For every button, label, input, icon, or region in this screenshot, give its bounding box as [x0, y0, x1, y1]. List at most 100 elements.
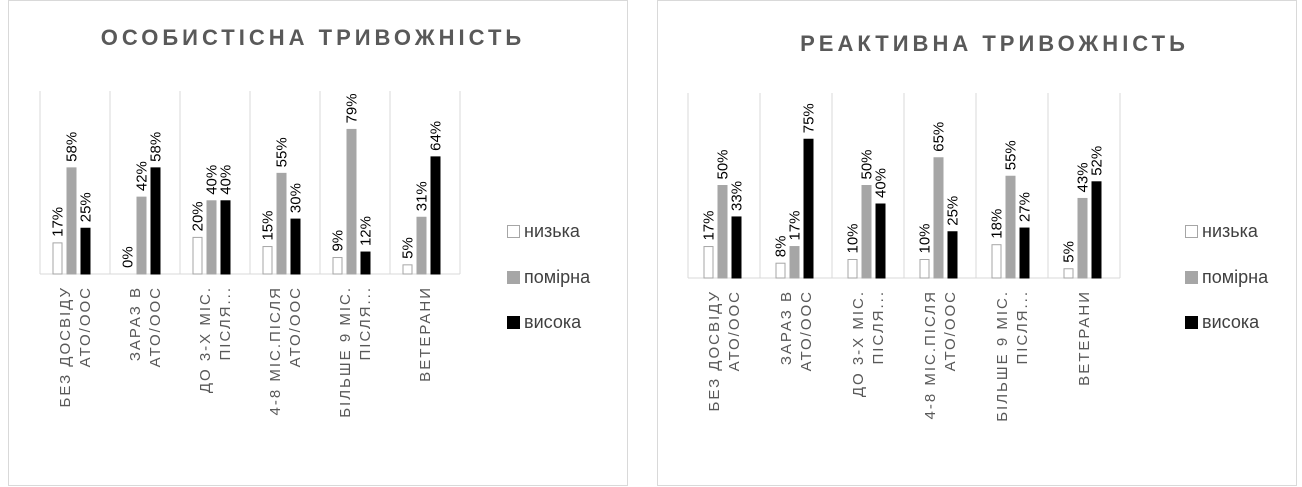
bar-high — [803, 138, 814, 279]
category-tick-label: АТО/ООС — [942, 290, 959, 371]
category-tick-label: ПІСЛЯ... — [870, 290, 887, 364]
data-label: 33% — [729, 181, 746, 211]
bar-high — [947, 231, 958, 279]
data-label: 10% — [845, 223, 862, 253]
data-label: 8% — [773, 236, 790, 258]
bar-moderate — [136, 196, 147, 275]
bar-low — [402, 264, 413, 275]
data-label: 75% — [801, 103, 818, 133]
bar-low — [52, 242, 63, 275]
bar-moderate — [1077, 197, 1088, 279]
bar-low — [847, 259, 858, 279]
data-label: 30% — [288, 183, 305, 213]
bar-low — [1063, 268, 1074, 279]
legend-label: низька — [524, 221, 580, 241]
category-tick-label: БІЛЬШЕ 9 МІС. — [337, 286, 354, 418]
data-label: 50% — [715, 149, 732, 179]
bar-high — [1091, 181, 1102, 279]
bar-high — [360, 251, 371, 275]
data-label: 52% — [1089, 146, 1106, 176]
bar-chart: 17%0%20% 15%9% 5%58%42% 40%55%79%31%25%58%4… — [39, 91, 461, 418]
bar-high — [731, 216, 742, 279]
category-tick-label: АТО/ООС — [147, 286, 164, 367]
bar-moderate — [276, 172, 287, 275]
bar-low — [775, 262, 786, 279]
legend-swatch-low — [1185, 225, 1198, 238]
data-label: 0% — [120, 246, 137, 268]
chart-title: ОСОБИСТІСНА ТРИВОЖНІСТЬ — [100, 25, 526, 50]
data-label: 40% — [218, 165, 235, 195]
category-tick-label: ВЕТЕРАНИ — [1076, 290, 1093, 386]
category-tick-label: АТО/ООС — [287, 286, 304, 367]
data-label: 27% — [1017, 192, 1034, 222]
category-tick-label: 4-8 МІС.ПІСЛЯ — [267, 286, 284, 415]
legend-label: висока — [1202, 312, 1260, 332]
bar-low — [919, 259, 930, 279]
legend-label: висока — [524, 312, 582, 332]
legend-item-moderate: помірна — [507, 267, 590, 288]
data-label: 65% — [931, 122, 948, 152]
bar-high — [220, 200, 231, 275]
data-label: 55% — [1003, 140, 1020, 170]
bar-high — [875, 203, 886, 279]
legend-swatch-high — [1185, 316, 1198, 329]
category-tick-label: ВЕТЕРАНИ — [417, 286, 434, 382]
legend-label: помірна — [1202, 267, 1269, 287]
bar-chart: 17%8% 10% 10% 18%5%50%17%50%65%55%43%33%75%… — [687, 93, 1121, 422]
legend-label: низька — [1202, 221, 1258, 241]
data-label: 5% — [1061, 241, 1078, 263]
bar-high — [1019, 227, 1030, 279]
data-label: 17% — [787, 211, 804, 241]
bar-low — [332, 257, 343, 275]
category-tick-label: ДО 3-Х МІС. — [197, 286, 214, 393]
category-tick-label: БЕЗ ДОСВІДУ — [57, 286, 74, 407]
bar-moderate — [717, 185, 728, 279]
data-label: 10% — [917, 223, 934, 253]
chart-panel-reactive-anxiety: РЕАКТИВНА ТРИВОЖНІСТЬ 17% 8% 10% 10% 18% 5% 50… — [657, 0, 1297, 486]
legend-swatch-moderate — [507, 271, 520, 284]
data-label: 55% — [274, 137, 291, 167]
data-label: 58% — [148, 132, 165, 162]
category-tick-label: АТО/ООС — [798, 290, 815, 371]
bar-low — [991, 244, 1002, 279]
data-label: 17% — [50, 207, 67, 237]
data-label: 43% — [1075, 162, 1092, 192]
data-label: 25% — [78, 192, 95, 222]
bar-high — [290, 218, 301, 275]
data-label: 17% — [701, 211, 718, 241]
chart-panel-personal-anxiety: ОСОБИСТІСНА ТРИВОЖНІСТЬ 17% 0% 20% 15% 9% 5% 5… — [8, 0, 628, 486]
data-label: 25% — [945, 196, 962, 226]
data-label: 58% — [64, 132, 81, 162]
data-label: 15% — [260, 211, 277, 241]
bar-moderate — [861, 185, 872, 279]
bar-high — [150, 167, 161, 275]
legend-item-low: низька — [1185, 221, 1258, 242]
data-label: 20% — [190, 201, 207, 231]
data-label: 64% — [428, 121, 445, 151]
bar-moderate — [1005, 175, 1016, 279]
chart-title: РЕАКТИВНА ТРИВОЖНІСТЬ — [800, 31, 1189, 56]
legend-label: помірна — [524, 267, 591, 287]
category-tick-label: АТО/ООС — [77, 286, 94, 367]
bar-moderate — [66, 167, 77, 275]
legend-item-high: висока — [507, 312, 581, 333]
data-label: 18% — [989, 209, 1006, 239]
bar-moderate — [933, 157, 944, 279]
category-tick-label: ПІСЛЯ... — [1014, 290, 1031, 364]
bar-moderate — [789, 246, 800, 279]
bar-moderate — [416, 216, 427, 275]
category-tick-label: БІЛЬШЕ 9 МІС. — [994, 290, 1011, 422]
bar-low — [262, 246, 273, 275]
legend-swatch-high — [507, 316, 520, 329]
legend-item-low: низька — [507, 221, 580, 242]
data-label: 79% — [344, 93, 361, 123]
bar-moderate — [206, 200, 217, 275]
data-label: 9% — [330, 230, 347, 252]
bar-moderate — [346, 128, 357, 275]
data-label: 12% — [358, 216, 375, 246]
data-label: 40% — [204, 165, 221, 195]
data-label: 40% — [873, 168, 890, 198]
legend-item-moderate: помірна — [1185, 267, 1268, 288]
data-label: 42% — [134, 161, 151, 191]
category-tick-label: ЗАРАЗ В — [778, 290, 795, 365]
